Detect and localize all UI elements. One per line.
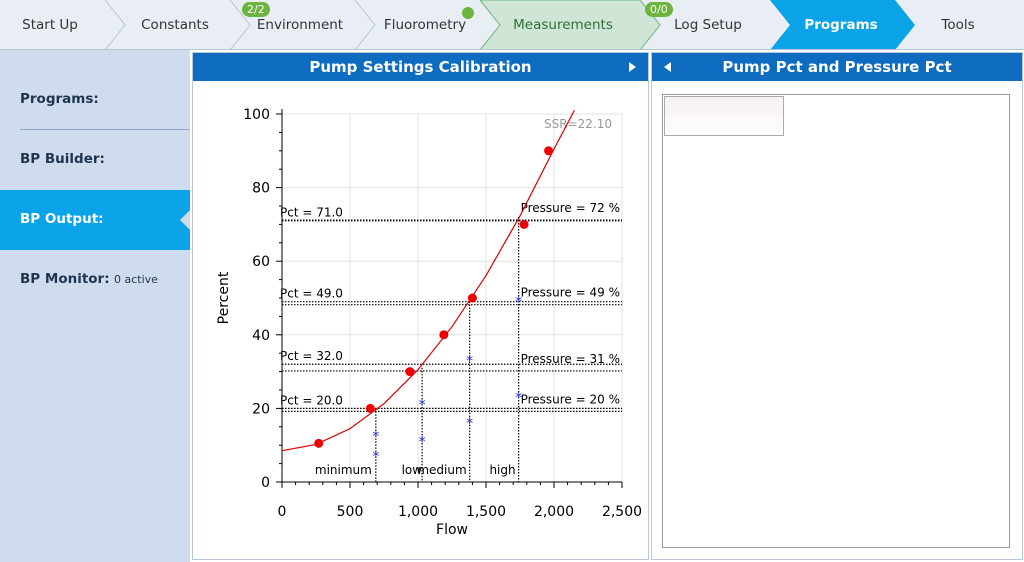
calibration-chart: 0 20 40 60 80 100 0 500 1,000 1,500 2,000 2,500 Flow… — [216, 107, 642, 538]
tab-measurements[interactable]: Measurements — [513, 17, 613, 33]
y-tick-label: 20 — [252, 401, 270, 417]
sidebar-item-label: BP Monitor: — [20, 271, 110, 287]
star-data-point: * — [515, 295, 522, 311]
pressure-label: Pressure = 72 % — [521, 201, 620, 215]
sidebar-item-label: Programs: — [20, 91, 99, 107]
calibration-data-point — [439, 330, 449, 340]
sidebar-item-programs[interactable]: Programs: — [0, 70, 190, 130]
x-tick-label: 500 — [337, 504, 364, 520]
tab-start-up[interactable]: Start Up — [22, 17, 78, 33]
pct-label: Pct = 71.0 — [280, 206, 343, 220]
fluorometry-status-dot — [462, 7, 474, 19]
pump-pct-pressure-plot-area — [662, 94, 1010, 548]
sidebar-item-bp-monitor[interactable]: BP Monitor: — [0, 250, 190, 310]
plot-blank-button[interactable] — [664, 96, 784, 136]
active-indicator-notch — [180, 210, 190, 230]
star-data-point: * — [372, 449, 379, 465]
star-data-point: * — [466, 354, 473, 370]
pct-label: Pct = 49.0 — [280, 287, 343, 301]
calibration-data-point — [314, 438, 324, 448]
x-tick-label: 0 — [278, 504, 287, 520]
tab-programs[interactable]: Programs — [804, 17, 878, 33]
tab-log-setup[interactable]: Log Setup — [674, 17, 742, 33]
pressure-label: Pressure = 49 % — [521, 286, 620, 300]
zone-label: minimum — [315, 463, 372, 477]
environment-status-badge: 2/2 — [242, 2, 270, 17]
panel-header: Pump Settings Calibration — [193, 53, 648, 81]
sidebar-item-label: BP Output: — [20, 211, 104, 227]
zone-label: low — [402, 463, 423, 477]
y-tick-label: 80 — [252, 181, 270, 197]
top-navigation-bar: Start Up Constants Environment 2/2 Fluor… — [0, 0, 1024, 50]
sidebar-divider — [20, 129, 190, 130]
sidebar-item-bp-output[interactable]: BP Output: — [0, 190, 190, 250]
tab-environment[interactable]: Environment — [256, 17, 344, 33]
expand-right-arrow-icon[interactable] — [629, 62, 636, 72]
ssr-annotation: SSR=22.10 — [544, 117, 612, 131]
tab-tools[interactable]: Tools — [941, 17, 975, 33]
pump-settings-calibration-panel: Pump Settings Calibration — [192, 52, 649, 560]
log-setup-status-badge: 0/0 — [645, 2, 673, 17]
y-tick-label: 0 — [261, 475, 270, 491]
zone-label: high — [489, 463, 515, 477]
star-data-point: * — [419, 398, 426, 414]
x-tick-label: 1,000 — [398, 504, 438, 520]
nav-background — [0, 0, 1024, 50]
x-tick-label: 2,500 — [602, 504, 642, 520]
tab-fluorometry[interactable]: Fluorometry — [383, 17, 467, 33]
zone-label: medium — [417, 463, 466, 477]
star-data-point: * — [419, 435, 426, 451]
x-axis-label: Flow — [436, 522, 468, 538]
y-axis-label: Percent — [216, 271, 232, 324]
pct-label: Pct = 20.0 — [280, 393, 343, 407]
pressure-label: Pressure = 31 % — [521, 352, 620, 366]
calibration-data-point — [467, 293, 477, 303]
calibration-data-point — [405, 367, 415, 377]
y-tick-label: 40 — [252, 328, 270, 344]
y-tick-label: 100 — [243, 107, 270, 123]
sidebar-item-label: BP Builder: — [20, 151, 105, 167]
calibration-data-point — [519, 219, 529, 229]
pct-label: Pct = 32.0 — [280, 349, 343, 363]
calibration-data-point — [544, 146, 554, 156]
panel-header: Pump Pct and Pressure Pct — [652, 53, 1022, 81]
star-data-point: * — [515, 390, 522, 406]
star-data-point: * — [372, 429, 379, 445]
calibration-data-point — [365, 403, 375, 413]
bp-monitor-active-count: 0 active — [114, 273, 158, 286]
collapse-left-arrow-icon[interactable] — [664, 62, 671, 72]
x-tick-label: 1,500 — [466, 504, 506, 520]
fit-curve-line — [281, 110, 575, 452]
panel-title: Pump Settings Calibration — [309, 58, 532, 76]
pressure-label: Pressure = 20 % — [521, 392, 620, 406]
sidebar: Programs: BP Builder: BP Output: BP Moni… — [0, 50, 190, 562]
sidebar-item-bp-builder[interactable]: BP Builder: — [0, 130, 190, 190]
x-tick-label: 2,000 — [534, 504, 574, 520]
y-tick-label: 60 — [252, 254, 270, 270]
panel-title: Pump Pct and Pressure Pct — [722, 58, 952, 76]
tab-constants[interactable]: Constants — [141, 17, 209, 33]
star-data-point: * — [466, 416, 473, 432]
